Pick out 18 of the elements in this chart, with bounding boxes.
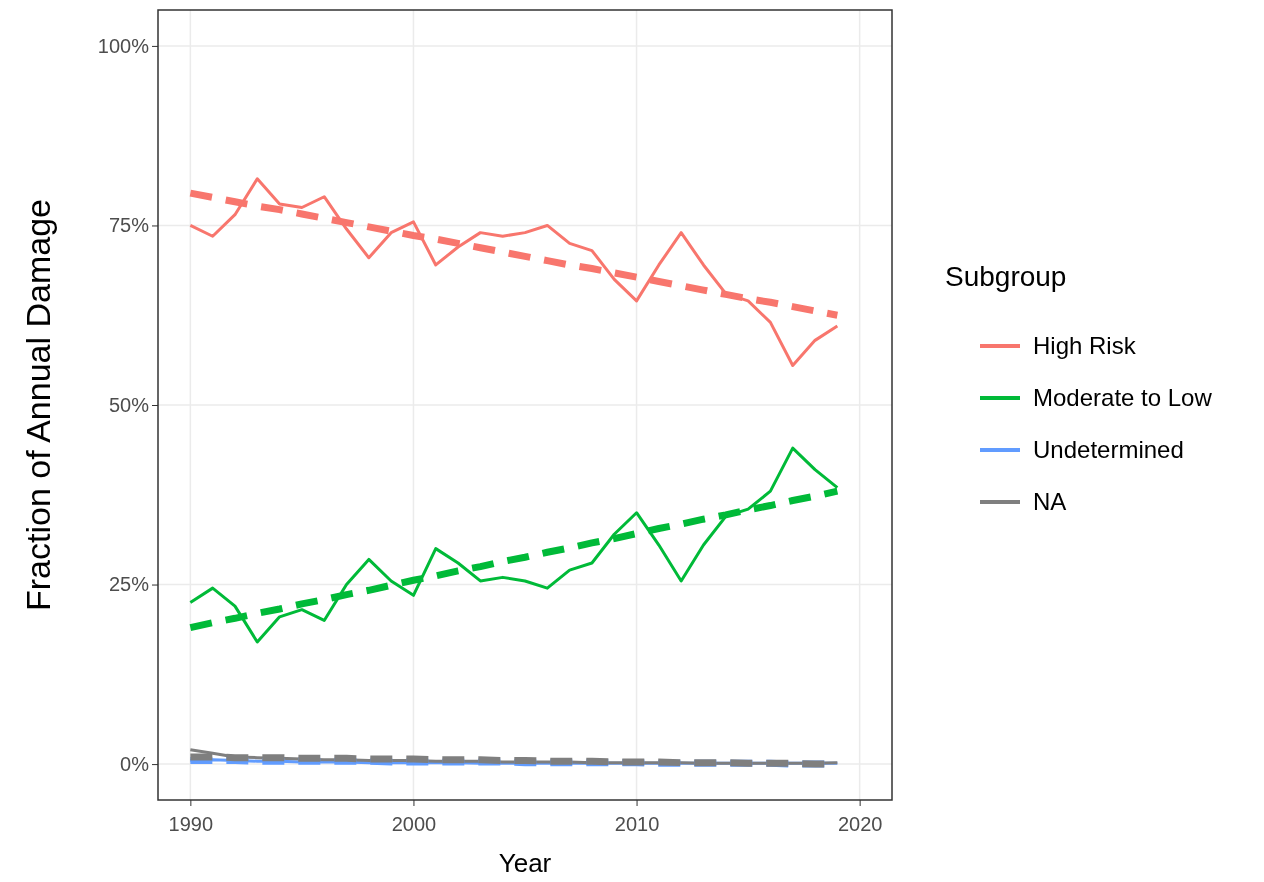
y-tick-label: 50%: [108, 393, 150, 416]
y-tick-label: 75%: [108, 214, 150, 237]
legend-label: Undetermined: [1033, 436, 1184, 464]
y-tick-label: 0%: [120, 752, 150, 775]
line-series: [188, 177, 839, 367]
y-axis-title: Fraction of Annual Damage: [19, 198, 57, 612]
legend-label: Moderate to Low: [1033, 384, 1213, 412]
y-tick-label: 100%: [97, 34, 150, 57]
x-tick-label: 1990: [168, 813, 214, 835]
y-tick-label: 25%: [108, 573, 150, 596]
x-axis-title: Year: [498, 848, 552, 878]
x-tick-label: 2000: [391, 813, 437, 835]
x-tick-label: 2010: [614, 813, 660, 835]
x-tick-label: 2020: [837, 813, 883, 835]
legend-title: Subgroup: [945, 261, 1067, 292]
line-series: [188, 446, 839, 644]
legend-label: NA: [1033, 488, 1067, 516]
legend-label: High Risk: [1033, 332, 1137, 360]
